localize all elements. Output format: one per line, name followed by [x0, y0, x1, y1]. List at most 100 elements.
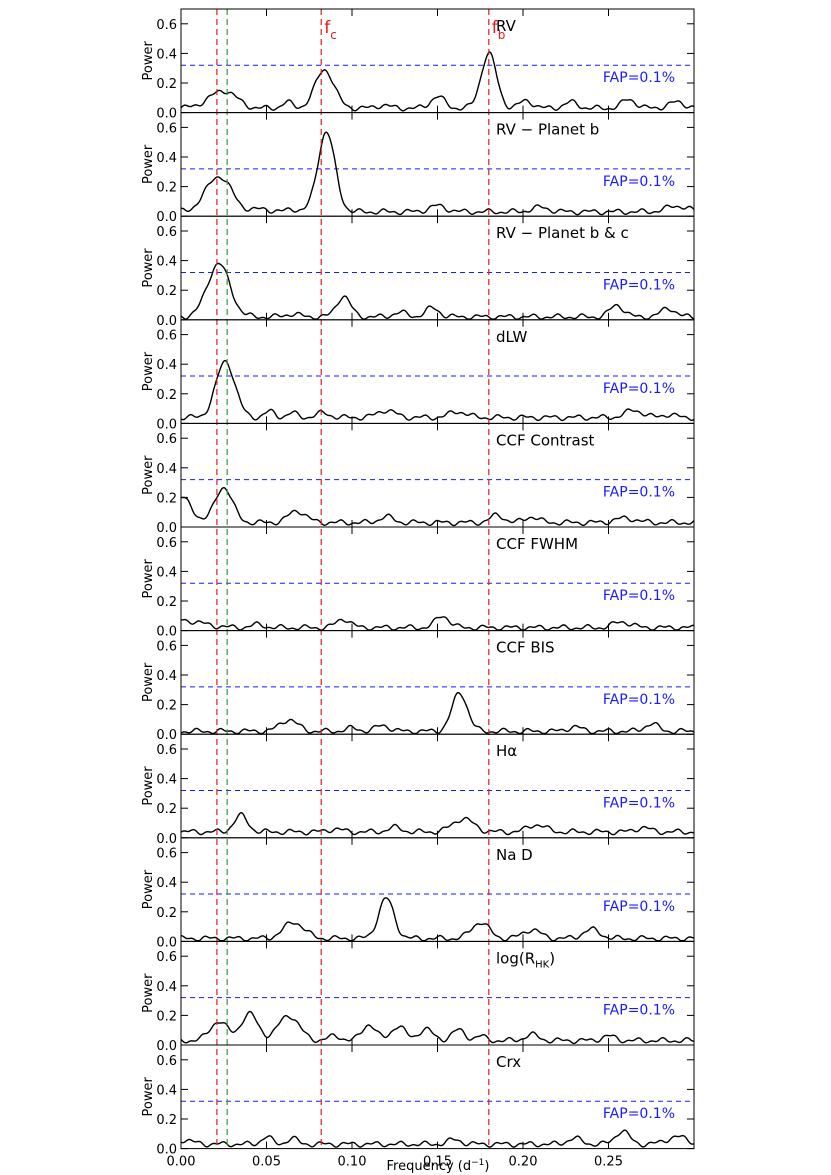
- y-tick-label: 0.0: [156, 728, 177, 743]
- y-tick-label: 0.2: [156, 1009, 177, 1024]
- fap-label: FAP=0.1%: [603, 381, 675, 397]
- panel-0: FAP=0.1% RV: [180, 17, 695, 112]
- y-tick-label: 0.6: [156, 743, 177, 758]
- y-tick-label: 0.6: [156, 225, 177, 240]
- y-tick-label: 0.2: [156, 699, 177, 714]
- fap-label: FAP=0.1%: [603, 588, 675, 604]
- panel-label: Na D: [496, 846, 533, 864]
- panel-2: FAP=0.1% RV − Planet b & c: [180, 224, 695, 320]
- frame-layer: 0.00.20.40.6Power0.00.20.40.6Power0.00.2…: [141, 8, 695, 1170]
- y-tick-label: 0.4: [156, 980, 177, 995]
- y-axis-label: Power: [141, 248, 156, 288]
- panel-label: RV − Planet b & c: [496, 224, 629, 242]
- y-tick-label: 0.2: [156, 491, 177, 506]
- panel-5: FAP=0.1% CCF FWHM: [180, 535, 695, 631]
- panel-frame: [180, 733, 695, 839]
- y-tick-label: 0.2: [156, 1113, 177, 1128]
- panel-frame: [180, 526, 695, 632]
- y-tick-label: 0.2: [156, 595, 177, 610]
- panel-label: CCF BIS: [496, 639, 555, 657]
- periodogram-curve: [180, 1010, 695, 1045]
- panel-label: RV: [496, 17, 517, 35]
- y-tick-label: 0.6: [156, 536, 177, 551]
- vertical-lines-layer: fc fb: [216, 9, 506, 1149]
- y-axis-label: Power: [141, 662, 156, 702]
- y-tick-label: 0.4: [156, 669, 177, 684]
- x-tick-label: 0.20: [509, 1155, 538, 1170]
- panel-label: Crx: [496, 1053, 521, 1071]
- panel-frame: [180, 112, 695, 217]
- fap-label: FAP=0.1%: [603, 70, 675, 86]
- panel-label: CCF FWHM: [496, 535, 578, 553]
- y-tick-label: 0.0: [156, 521, 177, 536]
- panel-frame: [180, 422, 695, 528]
- panel-3: FAP=0.1% dLW: [180, 328, 695, 422]
- x-tick-label: 0.15: [423, 1155, 452, 1170]
- y-tick-label: 0.0: [156, 625, 177, 640]
- panel-frame: [180, 837, 695, 942]
- y-axis-label: Power: [141, 455, 156, 495]
- y-tick-label: 0.6: [156, 1054, 177, 1069]
- fap-label: FAP=0.1%: [603, 174, 675, 190]
- y-tick-label: 0.0: [156, 417, 177, 432]
- y-tick-label: 0.0: [156, 107, 177, 122]
- y-tick-label: 0.4: [156, 773, 177, 788]
- y-tick-label: 0.0: [156, 832, 177, 847]
- y-tick-label: 0.2: [156, 284, 177, 299]
- y-tick-label: 0.0: [156, 1039, 177, 1054]
- y-axis-label: Power: [141, 766, 156, 806]
- y-tick-label: 0.4: [156, 255, 177, 270]
- panel-label: log(RHK): [496, 949, 555, 970]
- y-tick-label: 0.0: [156, 935, 177, 950]
- y-tick-label: 0.2: [156, 906, 177, 921]
- y-tick-label: 0.4: [156, 47, 177, 62]
- panel-9: FAP=0.1% log(RHK): [180, 949, 695, 1045]
- panel-label: RV − Planet b: [496, 121, 599, 139]
- x-tick-label: 0.10: [338, 1155, 367, 1170]
- y-tick-label: 0.0: [156, 314, 177, 329]
- x-tick-label: 0.00: [167, 1155, 196, 1170]
- fap-label: FAP=0.1%: [603, 692, 675, 708]
- y-tick-label: 0.0: [156, 210, 177, 225]
- fap-label: FAP=0.1%: [603, 485, 675, 501]
- panel-6: FAP=0.1% CCF BIS: [180, 639, 695, 735]
- y-tick-label: 0.6: [156, 329, 177, 344]
- panel-7: FAP=0.1% Hα: [180, 742, 695, 836]
- panel-frame: [180, 319, 695, 424]
- y-tick-label: 0.4: [156, 358, 177, 373]
- fap-label: FAP=0.1%: [603, 795, 675, 811]
- panels-layer: FAP=0.1% RV FAP=0.1% RV − Planet b FAP=0.1% R…: [180, 17, 695, 1148]
- y-tick-label: 0.2: [156, 802, 177, 817]
- reference-line-label-c: fc: [324, 18, 337, 42]
- panel-10: FAP=0.1% Crx: [180, 1053, 695, 1148]
- fap-label: FAP=0.1%: [603, 277, 675, 293]
- y-tick-label: 0.6: [156, 121, 177, 136]
- y-tick-label: 0.0: [156, 1143, 177, 1158]
- panel-8: FAP=0.1% Na D: [180, 846, 695, 942]
- y-axis-label: Power: [141, 558, 156, 598]
- x-axis-label: Frequency (d−1): [387, 1158, 490, 1174]
- fap-label: FAP=0.1%: [603, 1003, 675, 1019]
- y-axis-label: Power: [141, 869, 156, 909]
- panel-1: FAP=0.1% RV − Planet b: [180, 121, 695, 216]
- fap-label: FAP=0.1%: [603, 899, 675, 915]
- y-tick-label: 0.2: [156, 388, 177, 403]
- y-tick-label: 0.6: [156, 639, 177, 654]
- x-tick-label: 0.25: [594, 1155, 623, 1170]
- y-tick-label: 0.4: [156, 462, 177, 477]
- y-axis-label: Power: [141, 973, 156, 1013]
- y-axis-label: Power: [141, 1076, 156, 1116]
- fap-label: FAP=0.1%: [603, 1106, 675, 1122]
- panel-frame: [180, 1044, 695, 1150]
- panel-label: dLW: [496, 328, 528, 346]
- y-tick-label: 0.4: [156, 1083, 177, 1098]
- x-tick-label: 0.05: [252, 1155, 281, 1170]
- reference-line-label-b: fb: [492, 18, 506, 42]
- y-tick-label: 0.6: [156, 847, 177, 862]
- y-axis-label: Power: [141, 40, 156, 80]
- panel-label: Hα: [496, 742, 517, 760]
- y-tick-label: 0.4: [156, 151, 177, 166]
- panel-frame: [180, 630, 695, 735]
- panel-frame: [180, 940, 695, 1046]
